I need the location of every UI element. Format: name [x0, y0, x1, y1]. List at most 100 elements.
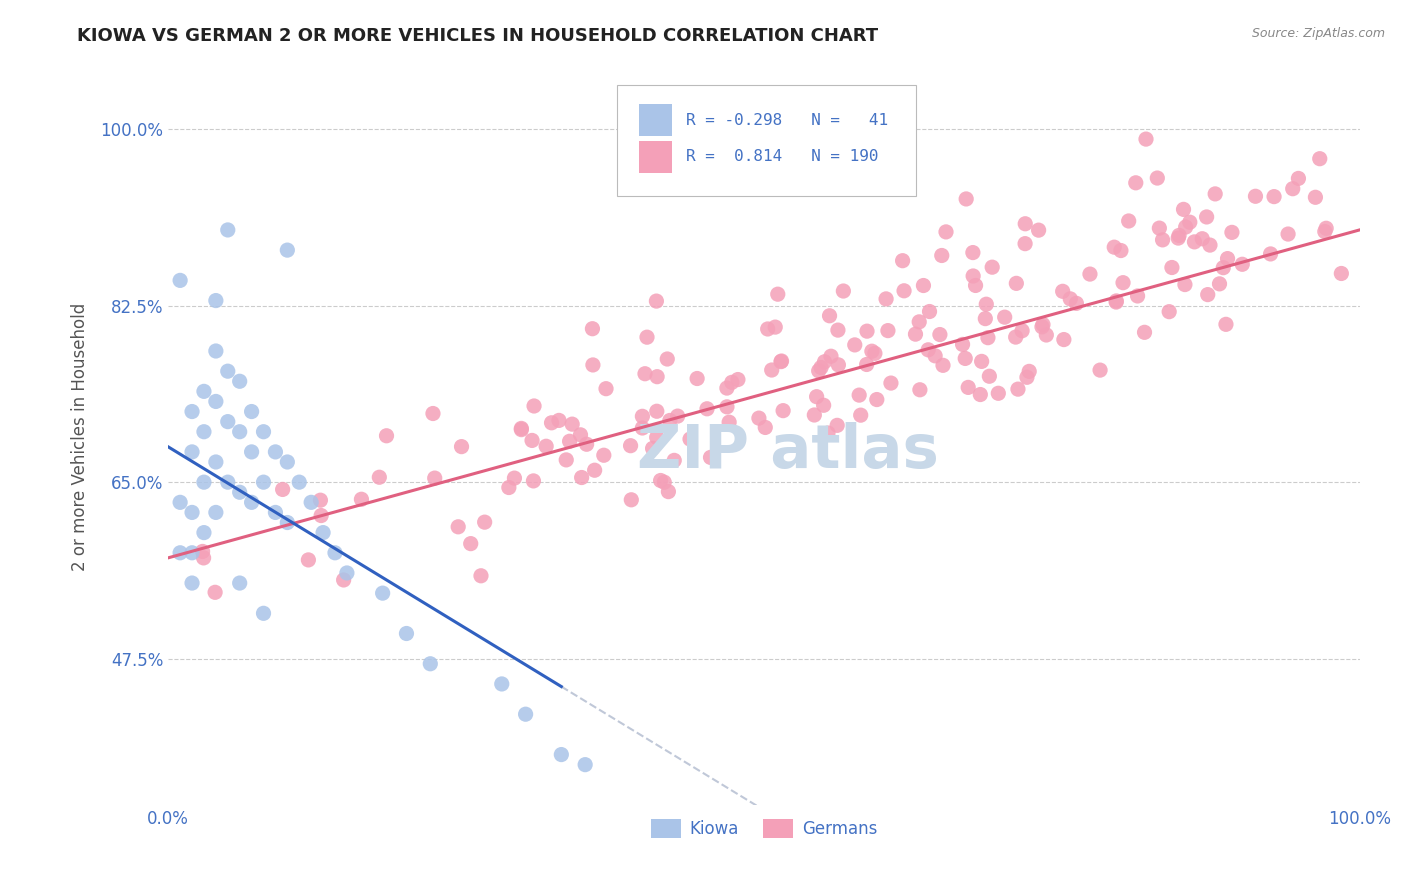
Point: [855, 358, 877, 372]
Point: [205, 293, 228, 308]
Point: [460, 536, 482, 550]
Point: [657, 484, 679, 499]
Point: [252, 475, 274, 490]
Point: [264, 505, 287, 519]
Point: [820, 349, 842, 363]
Point: [1066, 296, 1088, 310]
Point: [558, 434, 581, 449]
Point: [931, 248, 953, 262]
Point: [1014, 217, 1036, 231]
Point: [1105, 295, 1128, 310]
Point: [395, 626, 418, 640]
Point: [1088, 363, 1111, 377]
Point: [520, 434, 543, 448]
Point: [1109, 244, 1132, 258]
Point: [534, 439, 557, 453]
Point: [555, 453, 578, 467]
Point: [1102, 240, 1125, 254]
Point: [503, 471, 526, 485]
Point: [350, 492, 373, 507]
Point: [181, 546, 204, 560]
Point: [696, 401, 718, 416]
Point: [650, 474, 672, 488]
Point: [979, 369, 1001, 384]
Point: [193, 525, 215, 540]
Point: [1112, 276, 1135, 290]
Point: [375, 429, 398, 443]
Point: [169, 495, 191, 509]
Point: [932, 359, 955, 373]
Point: [169, 273, 191, 287]
Point: [863, 346, 886, 360]
Point: [264, 445, 287, 459]
Text: R = -0.298   N =   41: R = -0.298 N = 41: [686, 112, 889, 128]
Point: [1133, 326, 1156, 340]
Point: [716, 400, 738, 414]
Point: [844, 338, 866, 352]
Point: [240, 495, 263, 509]
Point: [583, 463, 606, 477]
Point: [1197, 287, 1219, 301]
Point: [1118, 214, 1140, 228]
Point: [1053, 333, 1076, 347]
Point: [1215, 318, 1237, 332]
Bar: [638, 103, 672, 136]
Point: [766, 287, 789, 301]
Point: [181, 404, 204, 418]
Point: [522, 474, 544, 488]
Point: [955, 351, 977, 366]
Point: [1146, 171, 1168, 186]
Point: [371, 586, 394, 600]
Bar: [638, 141, 672, 173]
Point: [908, 383, 931, 397]
Point: [336, 566, 359, 580]
Point: [368, 470, 391, 484]
Point: [977, 331, 1000, 345]
Point: [1032, 318, 1054, 332]
Point: [974, 297, 997, 311]
FancyBboxPatch shape: [617, 85, 917, 196]
Point: [818, 309, 841, 323]
Point: [1126, 289, 1149, 303]
Point: [969, 387, 991, 401]
Point: [770, 354, 793, 368]
Point: [716, 381, 738, 395]
Point: [1173, 202, 1195, 217]
Point: [974, 311, 997, 326]
Point: [1018, 364, 1040, 378]
Point: [1015, 370, 1038, 384]
Point: [1161, 260, 1184, 275]
Point: [204, 585, 226, 599]
Point: [772, 403, 794, 417]
Point: [1277, 227, 1299, 241]
Point: [1125, 176, 1147, 190]
Point: [645, 404, 668, 418]
Text: R =  0.814   N = 190: R = 0.814 N = 190: [686, 149, 879, 164]
Point: [276, 455, 298, 469]
Point: [1059, 292, 1081, 306]
Point: [718, 415, 741, 429]
Point: [252, 607, 274, 621]
Point: [641, 442, 664, 456]
Point: [419, 657, 441, 671]
Point: [205, 455, 228, 469]
Point: [523, 399, 546, 413]
Point: [1052, 285, 1074, 299]
Point: [540, 416, 562, 430]
Point: [918, 304, 941, 318]
Point: [1263, 189, 1285, 203]
Point: [962, 245, 984, 260]
Point: [561, 417, 583, 432]
Point: [332, 573, 354, 587]
Point: [957, 380, 980, 394]
Point: [965, 278, 987, 293]
Point: [515, 707, 537, 722]
Point: [1195, 210, 1218, 224]
Point: [169, 546, 191, 560]
Point: [754, 420, 776, 434]
Point: [491, 677, 513, 691]
Point: [962, 268, 984, 283]
Point: [1281, 182, 1303, 196]
Point: [880, 376, 903, 390]
Point: [276, 516, 298, 530]
